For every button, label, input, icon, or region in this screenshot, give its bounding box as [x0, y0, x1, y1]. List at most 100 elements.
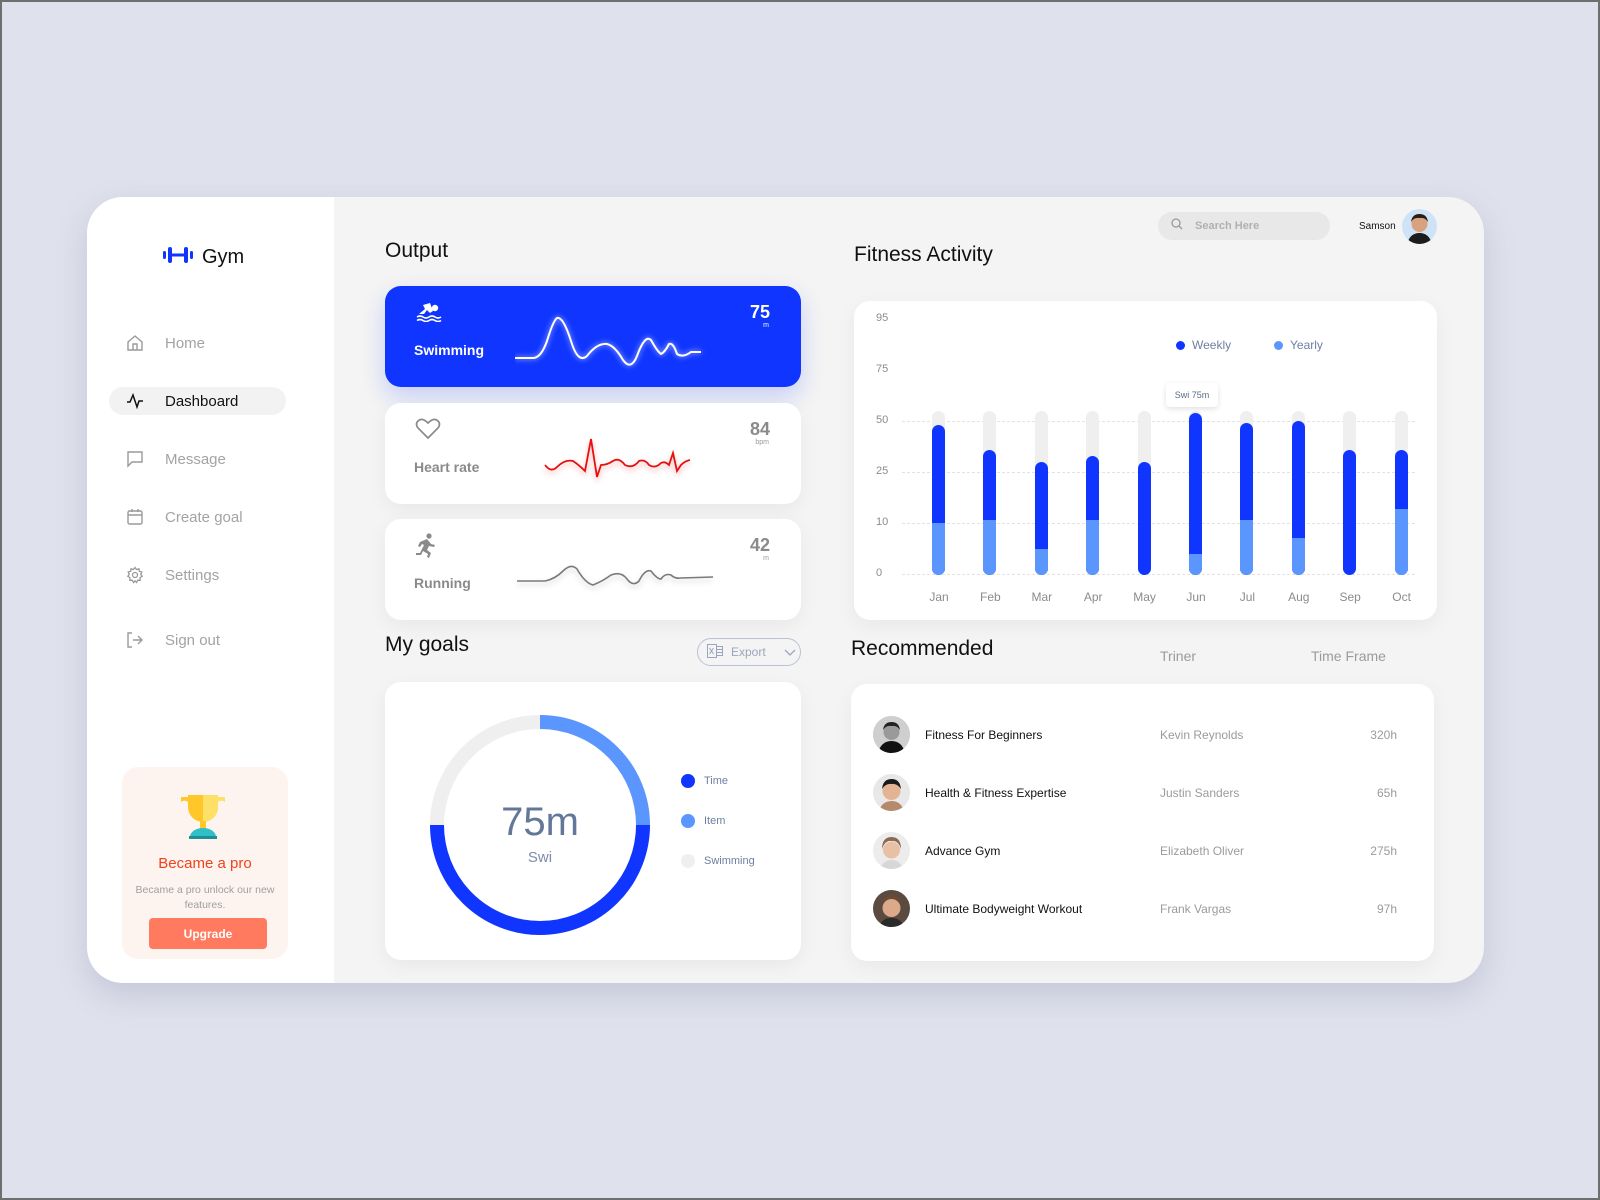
column-header-time-frame: Time Frame: [1311, 648, 1386, 664]
trainer-avatar: [873, 774, 910, 811]
course-name: Fitness For Beginners: [925, 728, 1043, 742]
output-card-name: Swimming: [414, 342, 485, 358]
search-input[interactable]: [1195, 220, 1315, 232]
bar-aug[interactable]: [1291, 301, 1305, 575]
legend-item-swimming: Swimming: [681, 854, 755, 868]
calendar-icon: [125, 507, 145, 527]
swimming-wave-graph: [515, 316, 701, 366]
running-icon: [415, 533, 437, 564]
legend-label: Item: [704, 815, 726, 827]
legend-label: Weekly: [1192, 338, 1232, 352]
trophy-icon: [178, 791, 228, 846]
sign-out-icon: [125, 630, 145, 650]
bar-yearly-segment: [1086, 519, 1100, 575]
heart-icon: [415, 417, 441, 446]
sidebar-item-label: Dashboard: [165, 392, 239, 410]
fitness-activity-chart: Weekly Yearly 0 10 25 50 75 95 Jan Feb Mar Apr May…: [854, 301, 1437, 620]
bar-feb[interactable]: [983, 301, 997, 575]
legend-dot: [681, 854, 695, 868]
time-frame: 97h: [1376, 902, 1397, 916]
goals-card: 75m Swi Time Item Swimming: [385, 682, 801, 960]
output-title: Output: [385, 239, 449, 262]
goals-donut-chart: [430, 715, 650, 935]
recommended-list: Fitness For Beginners Kevin Reynolds 320…: [851, 684, 1434, 961]
recommended-row[interactable]: Advance Gym Elizabeth Oliver 275h: [873, 832, 1413, 870]
bar-yearly-segment: [983, 519, 997, 575]
trainer-name: Frank Vargas: [1160, 902, 1232, 916]
bar-weekly-segment: [1034, 461, 1048, 575]
y-axis-tick: 75: [876, 363, 889, 375]
bar-yearly-segment: [1189, 553, 1202, 575]
bar-weekly-segment: [1343, 449, 1357, 575]
output-card-running[interactable]: Running 42 m: [385, 519, 801, 620]
time-frame: 65h: [1376, 786, 1397, 800]
promo-description: Became a pro unlock our new features.: [135, 884, 275, 911]
goals-center-label: Swi: [527, 849, 553, 866]
logo[interactable]: Gym: [162, 245, 244, 270]
bar-oct[interactable]: [1394, 301, 1408, 575]
bar-jan[interactable]: [932, 301, 945, 575]
gridline: [902, 523, 1415, 524]
trainer-name: Justin Sanders: [1160, 786, 1240, 800]
home-icon: [125, 333, 145, 353]
search-bar[interactable]: [1158, 212, 1330, 240]
output-card-name: Heart rate: [414, 459, 480, 475]
legend-label: Swimming: [704, 855, 755, 867]
legend-dot: [681, 814, 695, 828]
sidebar-item-create-goal[interactable]: Create goal: [109, 503, 286, 531]
bar-apr[interactable]: [1086, 301, 1100, 575]
x-axis-label: Oct: [1392, 590, 1411, 604]
user-avatar[interactable]: [1402, 209, 1437, 244]
x-axis-label: Jun: [1186, 590, 1206, 604]
export-button[interactable]: Export: [697, 638, 801, 666]
bar-yearly-segment: [1291, 538, 1305, 575]
chevron-down-icon: [784, 645, 796, 660]
export-label: Export: [731, 645, 766, 659]
bar-jun[interactable]: [1189, 301, 1202, 575]
sidebar-item-home[interactable]: Home: [109, 329, 286, 357]
upgrade-button[interactable]: Upgrade: [149, 918, 267, 949]
sidebar-item-message[interactable]: Message: [109, 445, 286, 473]
sidebar: Gym Home Dashboard Message Create goal S…: [87, 197, 334, 983]
bar-may[interactable]: [1137, 301, 1151, 575]
bar-mar[interactable]: [1034, 301, 1048, 575]
sidebar-item-dashboard[interactable]: Dashboard: [109, 387, 286, 415]
goals-center-value: 75m: [501, 800, 579, 844]
output-card-value: 75: [749, 302, 770, 322]
bar-weekly-segment: [1291, 421, 1305, 575]
legend-weekly: Weekly: [1176, 338, 1231, 352]
column-header-trainer: Triner: [1160, 648, 1197, 664]
x-axis-label: May: [1133, 590, 1156, 604]
bar-weekly-segment: [1137, 461, 1151, 575]
bar-weekly-segment: [1189, 412, 1202, 575]
output-card-unit: m: [763, 322, 769, 329]
sidebar-item-sign-out[interactable]: Sign out: [109, 626, 286, 654]
x-axis-label: Jul: [1239, 590, 1256, 604]
course-name: Health & Fitness Expertise: [925, 786, 1067, 800]
output-card-swimming[interactable]: Swimming 75 m: [385, 286, 801, 387]
sidebar-item-label: Sign out: [165, 631, 221, 649]
output-card-value: 42: [749, 535, 770, 555]
sidebar-item-settings[interactable]: Settings: [109, 561, 286, 589]
search-icon: [1171, 217, 1183, 235]
recommended-row[interactable]: Ultimate Bodyweight Workout Frank Vargas…: [873, 890, 1413, 928]
x-axis-label: Feb: [980, 590, 1001, 604]
bar-sep[interactable]: [1343, 301, 1357, 575]
trainer-avatar: [873, 716, 910, 753]
activity-icon: [125, 391, 145, 411]
recommended-title: Recommended: [851, 637, 994, 660]
legend-dot: [681, 774, 695, 788]
legend-dot: [1176, 340, 1185, 350]
my-goals-title: My goals: [385, 633, 470, 656]
recommended-row[interactable]: Health & Fitness Expertise Justin Sander…: [873, 774, 1413, 812]
recommended-row[interactable]: Fitness For Beginners Kevin Reynolds 320…: [873, 716, 1413, 754]
sidebar-item-label: Settings: [165, 566, 220, 584]
output-card-unit: m: [763, 555, 769, 562]
output-card-heart-rate[interactable]: Heart rate 84 bpm: [385, 403, 801, 504]
gridline: [902, 574, 1415, 575]
y-axis-tick: 50: [876, 414, 889, 426]
bar-jul[interactable]: [1240, 301, 1254, 575]
dashboard-window: Gym Home Dashboard Message Create goal S…: [87, 197, 1484, 983]
x-axis-label: Aug: [1288, 590, 1310, 604]
y-axis-tick: 95: [876, 312, 889, 324]
